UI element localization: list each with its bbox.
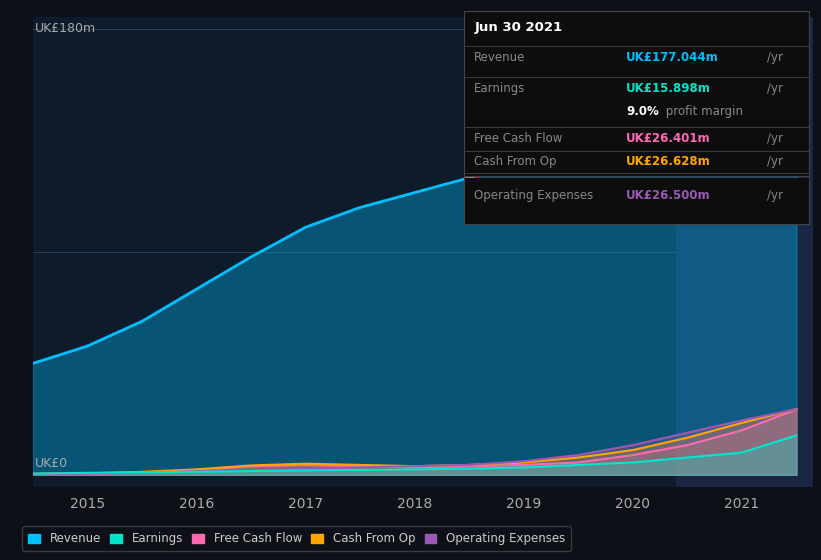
Text: profit margin: profit margin — [662, 105, 743, 118]
Text: Jun 30 2021: Jun 30 2021 — [475, 21, 562, 34]
Legend: Revenue, Earnings, Free Cash Flow, Cash From Op, Operating Expenses: Revenue, Earnings, Free Cash Flow, Cash … — [22, 526, 571, 551]
Text: UK£177.044m: UK£177.044m — [626, 51, 718, 64]
Text: Cash From Op: Cash From Op — [475, 155, 557, 168]
Text: UK£0: UK£0 — [35, 457, 68, 470]
Text: Revenue: Revenue — [475, 51, 525, 64]
Text: /yr: /yr — [768, 155, 783, 168]
Text: /yr: /yr — [768, 132, 783, 145]
Text: UK£26.628m: UK£26.628m — [626, 155, 711, 168]
Text: Operating Expenses: Operating Expenses — [475, 189, 594, 202]
Text: Earnings: Earnings — [475, 82, 525, 95]
Text: 9.0%: 9.0% — [626, 105, 658, 118]
Text: Free Cash Flow: Free Cash Flow — [475, 132, 562, 145]
Bar — [677, 17, 813, 487]
Text: UK£180m: UK£180m — [35, 22, 96, 35]
Text: /yr: /yr — [768, 51, 783, 64]
Text: /yr: /yr — [768, 189, 783, 202]
Text: UK£26.500m: UK£26.500m — [626, 189, 710, 202]
Text: UK£26.401m: UK£26.401m — [626, 132, 710, 145]
Text: /yr: /yr — [768, 82, 783, 95]
Text: UK£15.898m: UK£15.898m — [626, 82, 711, 95]
